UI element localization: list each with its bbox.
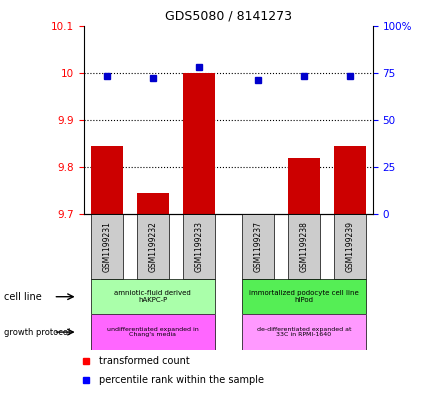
Text: GSM1199237: GSM1199237 (253, 221, 262, 272)
Bar (182, 73, 214, 214)
Text: de-differentiated expanded at
33C in RPMI-1640: de-differentiated expanded at 33C in RPM… (256, 327, 350, 338)
Bar (136, 214, 169, 279)
Bar (136, 193, 169, 214)
Text: undifferentiated expanded in
Chang's media: undifferentiated expanded in Chang's med… (107, 327, 198, 338)
Text: GSM1199233: GSM1199233 (194, 221, 203, 272)
Bar (333, 214, 365, 279)
Title: GDS5080 / 8141273: GDS5080 / 8141273 (165, 10, 291, 23)
Bar (91, 314, 214, 350)
Text: GSM1199231: GSM1199231 (102, 221, 111, 272)
Bar (91, 279, 214, 314)
Text: GSM1199239: GSM1199239 (344, 221, 353, 272)
Text: percentile rank within the sample: percentile rank within the sample (99, 375, 264, 386)
Bar (91, 214, 123, 279)
Bar (91, 146, 123, 214)
Text: cell line: cell line (4, 292, 42, 302)
Bar (242, 314, 365, 350)
Bar (287, 158, 319, 214)
Bar (287, 214, 319, 279)
Text: GSM1199232: GSM1199232 (148, 221, 157, 272)
Text: GSM1199238: GSM1199238 (299, 221, 308, 272)
Bar (242, 214, 273, 279)
Bar (333, 146, 365, 214)
Text: transformed count: transformed count (99, 356, 190, 366)
Text: growth protocol: growth protocol (4, 328, 71, 336)
Bar (182, 214, 214, 279)
Bar (242, 279, 365, 314)
Text: immortalized podocyte cell line
hIPod: immortalized podocyte cell line hIPod (249, 290, 358, 303)
Text: amniotic-fluid derived
hAKPC-P: amniotic-fluid derived hAKPC-P (114, 290, 191, 303)
